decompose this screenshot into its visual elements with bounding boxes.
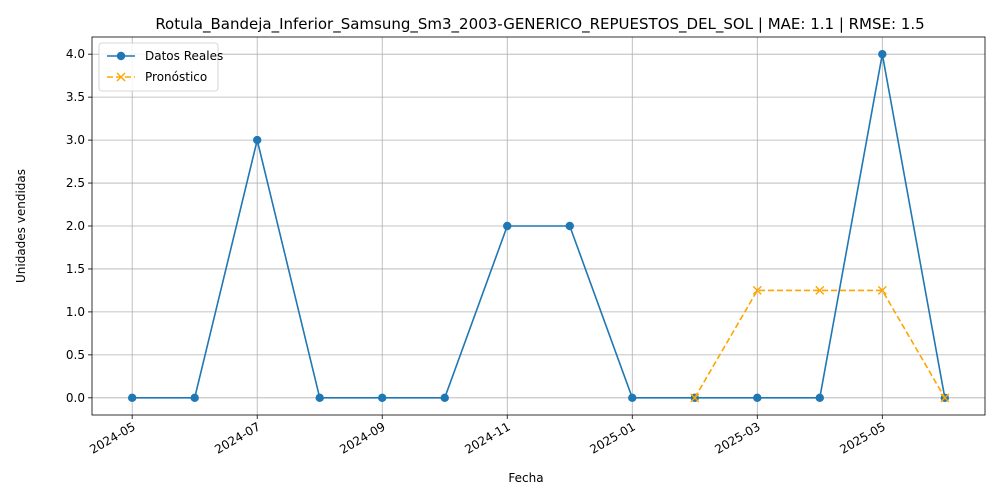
data-point-actual xyxy=(878,49,887,59)
data-point-actual xyxy=(315,393,324,403)
series-line-actual xyxy=(132,54,946,399)
legend-marker xyxy=(116,72,126,82)
y-tick-label: 0.5 xyxy=(66,348,85,362)
y-tick-label: 4.0 xyxy=(66,47,85,61)
y-tick-label: 1.0 xyxy=(66,305,85,319)
x-tick-label: 2025-05 xyxy=(837,419,887,456)
y-tick-label: 2.5 xyxy=(66,176,85,190)
data-point-actual xyxy=(628,393,637,403)
y-tick-label: 1.5 xyxy=(66,262,85,276)
x-marker-stroke xyxy=(940,393,950,403)
x-tick-label: 2024-11 xyxy=(462,419,512,456)
x-marker-stroke xyxy=(690,393,700,403)
x-marker-stroke xyxy=(752,285,762,295)
y-axis-label: Unidades vendidas xyxy=(14,169,28,283)
legend: Datos Reales Pronóstico xyxy=(98,42,223,92)
series-line-forecast xyxy=(694,289,946,399)
y-tick-label: 3.0 xyxy=(66,133,85,147)
data-point-actual xyxy=(378,393,387,403)
axis-ticks: 2024-05 2024-07 2024-09 2024-11 2025-01 2025-… xyxy=(66,47,888,456)
data-point-actual xyxy=(127,393,137,403)
y-tick-label: 3.5 xyxy=(66,90,85,104)
data-point-forecast xyxy=(815,285,825,295)
x-tick-label: 2024-09 xyxy=(337,419,387,456)
data-point-forecast xyxy=(877,285,887,295)
legend-box xyxy=(98,42,219,92)
data-point-actual xyxy=(253,135,262,145)
data-point-actual xyxy=(190,393,199,403)
y-tick-label: 2.0 xyxy=(66,219,85,233)
data-point-forecast xyxy=(940,393,950,403)
x-axis-label: Fecha xyxy=(508,471,543,485)
series-layer xyxy=(127,49,950,403)
data-point-forecast xyxy=(752,285,762,295)
legend-label: Pronóstico xyxy=(145,70,207,84)
chart-title: Rotula_Bandeja_Inferior_Samsung_Sm3_2003… xyxy=(155,15,924,34)
data-point-actual xyxy=(440,393,449,403)
y-tick-label: 0.0 xyxy=(66,391,85,405)
data-point-actual xyxy=(565,221,574,231)
data-point-actual xyxy=(503,221,512,231)
x-tick-label: 2024-07 xyxy=(212,419,262,456)
legend-label: Datos Reales xyxy=(145,49,223,63)
data-point-forecast xyxy=(690,393,700,403)
legend-marker xyxy=(116,51,126,61)
data-point-actual xyxy=(815,393,824,403)
x-tick-label: 2025-03 xyxy=(712,419,762,456)
x-tick-label: 2025-01 xyxy=(587,419,637,456)
x-marker-stroke xyxy=(815,285,825,295)
x-marker-stroke xyxy=(877,285,887,295)
data-point-actual xyxy=(753,393,762,403)
x-tick-label: 2024-05 xyxy=(87,419,137,456)
